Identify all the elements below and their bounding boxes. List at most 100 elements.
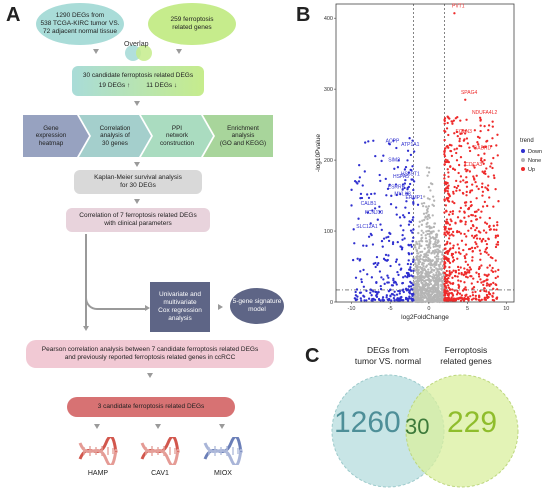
volcano-point-none (429, 231, 433, 234)
volcano-point-none (427, 205, 430, 208)
volcano-point-up (448, 234, 451, 237)
volcano-point-up (474, 214, 477, 218)
volcano-point-up (445, 127, 449, 130)
volcano-point-down-labeled (395, 146, 398, 150)
volcano-point-up (444, 147, 447, 150)
volcano-point-up (446, 292, 450, 296)
volcano-point-up (464, 181, 467, 184)
volcano-point-up (492, 292, 495, 295)
volcano-point-up (464, 286, 467, 289)
volcano-point-up (470, 219, 473, 223)
volcano-point-up (485, 274, 488, 277)
volcano-point-none (422, 201, 426, 205)
volcano-point-none (436, 251, 440, 254)
volcano-point-up (448, 228, 451, 231)
volcano-point-down (359, 192, 363, 196)
volcano-point-none (429, 294, 432, 297)
volcano-point-up (483, 125, 486, 128)
volcano-point-up (481, 190, 485, 193)
volcano-point-up (483, 296, 487, 299)
volcano-point-down (396, 270, 399, 274)
volcano-point-up (444, 220, 447, 223)
volcano-point-none (413, 243, 417, 247)
volcano-point-none (437, 299, 441, 302)
volcano-point-up (461, 129, 464, 132)
volcano-point-down (407, 285, 411, 288)
arrow-to-final (147, 373, 153, 378)
volcano-point-down-labeled (416, 203, 420, 206)
volcano-point-down (377, 262, 380, 265)
volcano-point-up (448, 288, 452, 291)
volcano-point-up (464, 223, 467, 226)
volcano-point-none (420, 223, 424, 226)
volcano-point-up (481, 182, 484, 185)
volcano-point-up (463, 132, 467, 135)
volcano-point-up (467, 215, 470, 218)
volcano-point-down (397, 159, 400, 162)
volcano-point-up (447, 296, 450, 299)
volcano-point-up (474, 228, 477, 232)
volcano-point-none (426, 246, 430, 249)
volcano-point-up (470, 227, 473, 230)
volcano-point-up (495, 297, 498, 300)
volcano-point-none (414, 269, 417, 272)
volcano-point-up (491, 256, 494, 260)
volcano-point-up (452, 190, 455, 194)
volcano-point-up (482, 171, 486, 175)
volcano-point-none (427, 171, 431, 174)
volcano-point-none (431, 236, 434, 239)
volcano-point-up (449, 165, 452, 169)
volcano-point-none (423, 294, 427, 297)
volcano-point-up (443, 118, 446, 122)
volcano-point-down (358, 176, 361, 179)
volcano-point-up (487, 124, 491, 127)
volcano-point-up (496, 240, 500, 244)
volcano-point-up (489, 283, 493, 286)
volcano-point-none (435, 271, 438, 274)
volcano-point-up (460, 296, 464, 300)
volcano-point-down (407, 244, 411, 247)
volcano-point-up (459, 156, 463, 159)
volcano-point-up (473, 246, 477, 250)
volcano-point-up (443, 260, 446, 264)
volcano-point-none (437, 272, 440, 275)
volcano-point-up (450, 296, 453, 299)
volcano-point-up (493, 176, 496, 180)
volcano-point-none (438, 290, 442, 294)
volcano-point-up (488, 224, 491, 228)
volcano-point-none (432, 230, 435, 233)
volcano-point-up (460, 294, 464, 297)
volcano-point-down (385, 294, 388, 297)
volcano-point-up (463, 255, 466, 258)
candidate-degs-title: 30 candidate ferroptosis related DEGs (82, 72, 194, 80)
volcano-point-none (419, 250, 422, 254)
volcano-point-up (491, 266, 494, 270)
volcano-point-up-labeled (453, 12, 456, 15)
volcano-point-none (426, 254, 430, 257)
volcano-point-none (418, 244, 421, 248)
volcano-point-up (490, 144, 493, 148)
volcano-point-down-labeled (376, 218, 379, 221)
volcano-point-down (357, 180, 361, 183)
volcano-point-up (459, 252, 462, 255)
volcano-point-none (414, 283, 418, 286)
volcano-point-none (419, 265, 422, 269)
volcano-point-none (428, 244, 431, 248)
volcano-point-up (446, 189, 449, 193)
volcano-point-up (448, 242, 452, 245)
volcano-point-up (477, 208, 480, 211)
volcano-point-up (456, 265, 460, 269)
volcano-point-down (409, 285, 413, 288)
volcano-point-none (417, 300, 420, 303)
volcano-point-down (373, 207, 377, 210)
volcano-point-none (423, 287, 426, 290)
arrow-to-km (134, 162, 140, 167)
volcano-point-up (492, 281, 495, 285)
volcano-point-none (419, 295, 422, 298)
volcano-point-none (421, 219, 424, 222)
volcano-point-up (470, 189, 474, 192)
volcano-point-down (378, 205, 381, 208)
volcano-point-down (385, 259, 389, 262)
volcano-point-down (355, 181, 358, 184)
